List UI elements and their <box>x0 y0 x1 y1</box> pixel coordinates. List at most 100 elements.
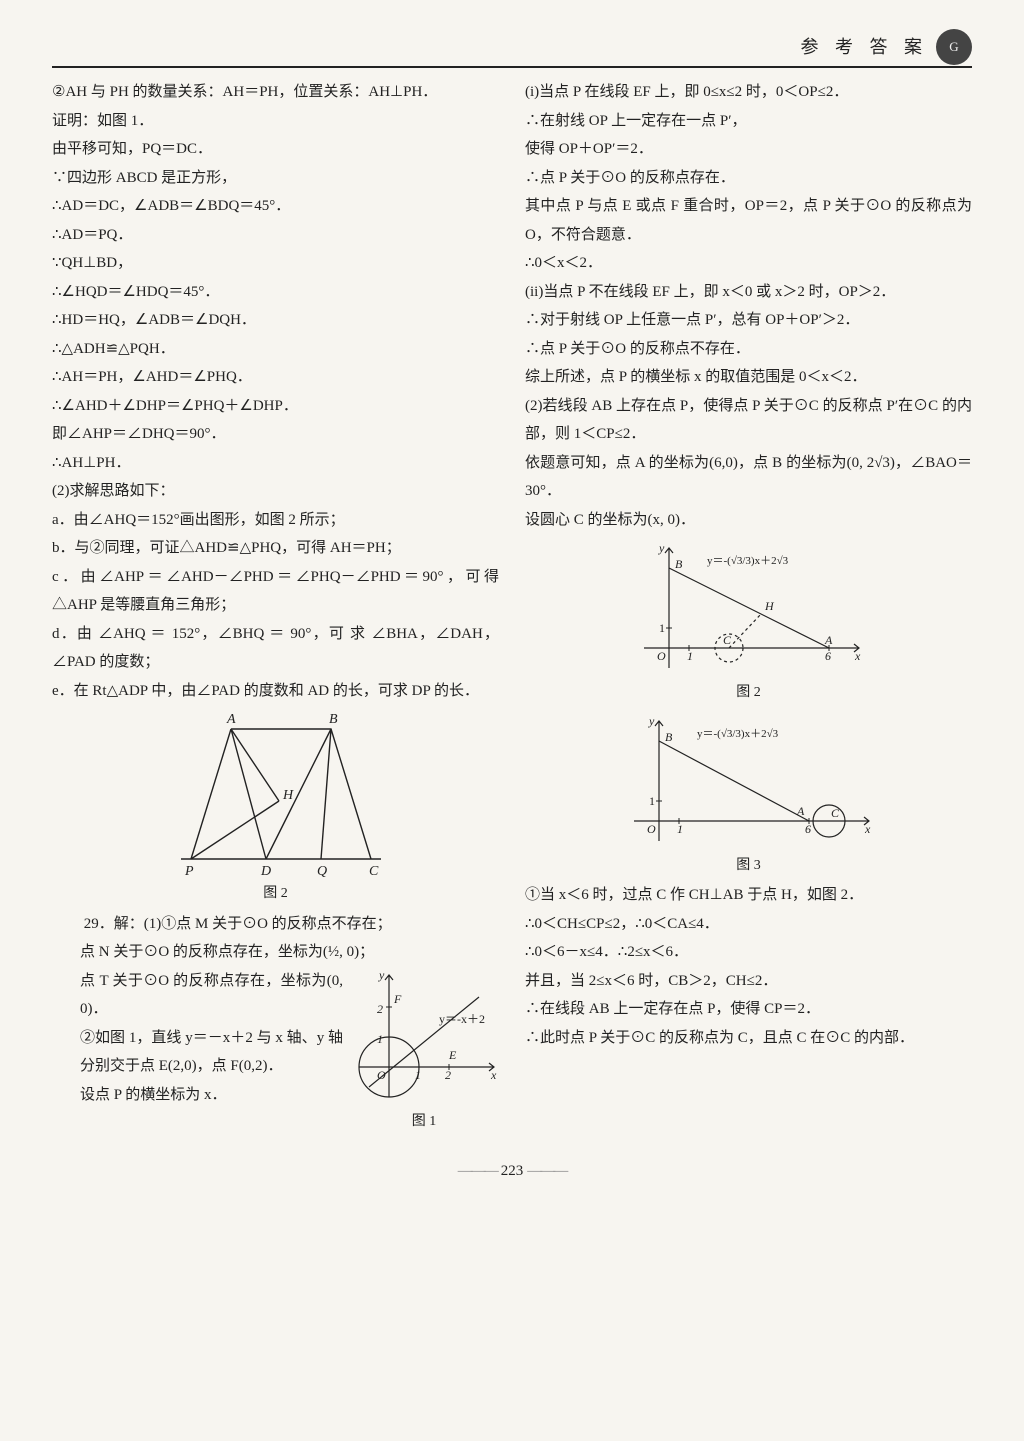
text-line: ∴点 P 关于⊙O 的反称点不存在． <box>525 335 972 364</box>
text-line: b．与②同理，可证△AHD≌△PHQ，可得 AH＝PH； <box>52 534 499 563</box>
text-line: ∴∠AHD＋∠DHP＝∠PHQ＋∠DHP． <box>52 392 499 421</box>
figure-left-2: A B H P D Q C 图 2 <box>52 709 499 908</box>
header-title: 参 考 答 案 <box>801 30 929 64</box>
columns: ②AH 与 PH 的数量关系：AH＝PH，位置关系：AH⊥PH． 证明：如图 1… <box>52 78 972 1139</box>
figure-left-1: O x y F E 1 2 1 2 y＝-x＋2 <box>349 967 499 1136</box>
svg-text:y: y <box>658 541 665 555</box>
figure-caption: 图 2 <box>52 881 499 908</box>
text-line: 设圆心 C 的坐标为(x, 0)． <box>525 506 972 535</box>
text-line: ∴∠HQD＝∠HDQ＝45°． <box>52 278 499 307</box>
header-badge-icon: G <box>936 29 972 65</box>
svg-text:B: B <box>675 557 683 571</box>
svg-text:2: 2 <box>445 1068 451 1082</box>
text: 29．解：(1)①点 M 关于⊙O 的反称点不存在； <box>84 916 392 932</box>
text-line: (i)当点 P 在线段 EF 上，即 0≤x≤2 时，0＜OP≤2． <box>525 78 972 107</box>
svg-text:E: E <box>448 1048 457 1062</box>
svg-text:x: x <box>854 649 861 663</box>
svg-text:y＝-(√3/3)x＋2√3: y＝-(√3/3)x＋2√3 <box>707 555 789 567</box>
page-number: 223 <box>52 1157 972 1186</box>
text-line: ∴AD＝DC，∠ADB＝∠BDQ＝45°． <box>52 192 499 221</box>
figure-caption: 图 1 <box>349 1109 499 1136</box>
svg-text:1: 1 <box>415 1068 421 1082</box>
q29-line: 29．解：(1)①点 M 关于⊙O 的反称点不存在； <box>52 910 499 939</box>
text-line: ∴AH⊥PH． <box>52 449 499 478</box>
svg-text:O: O <box>377 1068 386 1082</box>
text-line: ①当 x＜6 时，过点 C 作 CH⊥AB 于点 H，如图 2． <box>525 881 972 910</box>
svg-text:1: 1 <box>677 822 683 836</box>
text-line: ∴在射线 OP 上一定存在一点 P′， <box>525 107 972 136</box>
text-line: ∴在线段 AB 上一定存在点 P，使得 CP＝2． <box>525 995 972 1024</box>
svg-text:C: C <box>723 633 732 647</box>
svg-text:C: C <box>369 864 379 879</box>
svg-text:6: 6 <box>825 649 831 663</box>
text-line: 点 N 关于⊙O 的反称点存在，坐标为(½, 0)； <box>52 938 499 967</box>
svg-text:P: P <box>184 864 194 879</box>
svg-text:y: y <box>378 968 385 982</box>
svg-text:1: 1 <box>687 649 693 663</box>
text-line: 其中点 P 与点 E 或点 F 重合时，OP＝2，点 P 关于⊙O 的反称点为 … <box>525 192 972 249</box>
svg-text:A: A <box>226 712 236 727</box>
text-line: ∴HD＝HQ，∠ADB＝∠DQH． <box>52 306 499 335</box>
coordinate-diagram-icon: O B A C x y 1 6 y＝-(√3/3)x＋2√3 1 <box>619 711 879 851</box>
text-line: 证明：如图 1． <box>52 107 499 136</box>
text-line: 综上所述，点 P 的横坐标 x 的取值范围是 0＜x＜2． <box>525 363 972 392</box>
text-line: ∴0＜CH≤CP≤2，∴0＜CA≤4． <box>525 910 972 939</box>
svg-text:y: y <box>648 714 655 728</box>
text-line: ∴0＜6－x≤4．∴2≤x＜6． <box>525 938 972 967</box>
svg-text:y＝-x＋2: y＝-x＋2 <box>439 1012 485 1026</box>
svg-text:1: 1 <box>377 1032 383 1046</box>
text-line: (ii)当点 P 不在线段 EF 上，即 x＜0 或 x＞2 时，OP＞2． <box>525 278 972 307</box>
svg-text:1: 1 <box>659 621 665 635</box>
text-line: ∵四边形 ABCD 是正方形， <box>52 164 499 193</box>
text-line: ∴△ADH≌△PQH． <box>52 335 499 364</box>
text-line: 并且，当 2≤x＜6 时，CB＞2，CH≤2． <box>525 967 972 996</box>
text-line: e．在 Rt△ADP 中，由∠PAD 的度数和 AD 的长，可求 DP 的长． <box>52 677 499 706</box>
svg-text:A: A <box>796 804 805 818</box>
figure-right-2: O B A C H x y 1 6 y＝-(√3/3)x＋2√3 1 图 2 <box>525 538 972 707</box>
text-line: ∴AH＝PH，∠AHD＝∠PHQ． <box>52 363 499 392</box>
text-line: 即∠AHP＝∠DHQ＝90°． <box>52 420 499 449</box>
svg-text:Q: Q <box>317 864 327 879</box>
svg-text:A: A <box>824 633 833 647</box>
right-column: (i)当点 P 在线段 EF 上，即 0≤x≤2 时，0＜OP≤2． ∴在射线 … <box>525 78 972 1139</box>
svg-text:H: H <box>282 788 294 803</box>
svg-text:1: 1 <box>649 794 655 808</box>
svg-text:C: C <box>831 806 840 820</box>
text-line: ∴此时点 P 关于⊙C 的反称点为 C，且点 C 在⊙C 的内部． <box>525 1024 972 1053</box>
text-line: ∴AD＝PQ． <box>52 221 499 250</box>
text-line: (2)求解思路如下： <box>52 477 499 506</box>
text-line: ∴点 P 关于⊙O 的反称点存在． <box>525 164 972 193</box>
svg-text:O: O <box>657 649 666 663</box>
svg-text:F: F <box>393 992 402 1006</box>
svg-text:H: H <box>764 599 775 613</box>
svg-text:B: B <box>329 712 338 727</box>
figure-right-3: O B A C x y 1 6 y＝-(√3/3)x＋2√3 1 图 3 <box>525 711 972 880</box>
page: 参 考 答 案 G ②AH 与 PH 的数量关系：AH＝PH，位置关系：AH⊥P… <box>0 0 1024 1441</box>
text-line: ②AH 与 PH 的数量关系：AH＝PH，位置关系：AH⊥PH． <box>52 78 499 107</box>
text-line: 使得 OP＋OP′＝2． <box>525 135 972 164</box>
text-line: 由平移可知，PQ＝DC． <box>52 135 499 164</box>
svg-text:2: 2 <box>377 1002 383 1016</box>
text-line: a．由∠AHQ＝152°画出图形，如图 2 所示； <box>52 506 499 535</box>
text-line: ∴0＜x＜2． <box>525 249 972 278</box>
text-line: 依题意可知，点 A 的坐标为(6,0)，点 B 的坐标为(0, 2√3)，∠BA… <box>525 449 972 506</box>
svg-text:O: O <box>647 822 656 836</box>
coordinate-diagram-icon: O B A C H x y 1 6 y＝-(√3/3)x＋2√3 1 <box>629 538 869 678</box>
text-line: c．由∠AHP＝∠AHD－∠PHD＝∠PHQ－∠PHD＝90°，可得△AHP 是… <box>52 563 499 620</box>
svg-text:x: x <box>864 822 871 836</box>
text-line: d．由 ∠AHQ ＝ 152°，∠BHQ ＝ 90°，可 求 ∠BHA，∠DAH… <box>52 620 499 677</box>
left-column: ②AH 与 PH 的数量关系：AH＝PH，位置关系：AH⊥PH． 证明：如图 1… <box>52 78 499 1139</box>
coordinate-diagram-icon: O x y F E 1 2 1 2 y＝-x＋2 <box>349 967 499 1107</box>
figure-caption: 图 3 <box>525 853 972 880</box>
svg-text:x: x <box>490 1068 497 1082</box>
svg-text:B: B <box>665 730 673 744</box>
svg-text:6: 6 <box>805 822 811 836</box>
svg-text:D: D <box>260 864 271 879</box>
figure-caption: 图 2 <box>525 680 972 707</box>
page-header: 参 考 答 案 G <box>52 28 972 68</box>
text-line: ∴对于射线 OP 上任意一点 P′，总有 OP＋OP′＞2． <box>525 306 972 335</box>
svg-text:y＝-(√3/3)x＋2√3: y＝-(√3/3)x＋2√3 <box>697 728 779 740</box>
text-line: (2)若线段 AB 上存在点 P，使得点 P 关于⊙C 的反称点 P′在⊙C 的… <box>525 392 972 449</box>
geometry-diagram-icon: A B H P D Q C <box>161 709 391 879</box>
text-line: ∵QH⊥BD， <box>52 249 499 278</box>
